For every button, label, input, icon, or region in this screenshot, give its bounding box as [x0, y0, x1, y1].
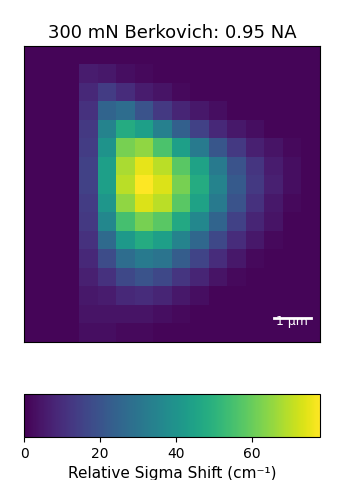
Title: 300 mN Berkovich: 0.95 NA: 300 mN Berkovich: 0.95 NA — [48, 24, 296, 42]
X-axis label: Relative Sigma Shift (cm⁻¹): Relative Sigma Shift (cm⁻¹) — [68, 466, 276, 480]
Text: 1 μm: 1 μm — [276, 315, 308, 328]
